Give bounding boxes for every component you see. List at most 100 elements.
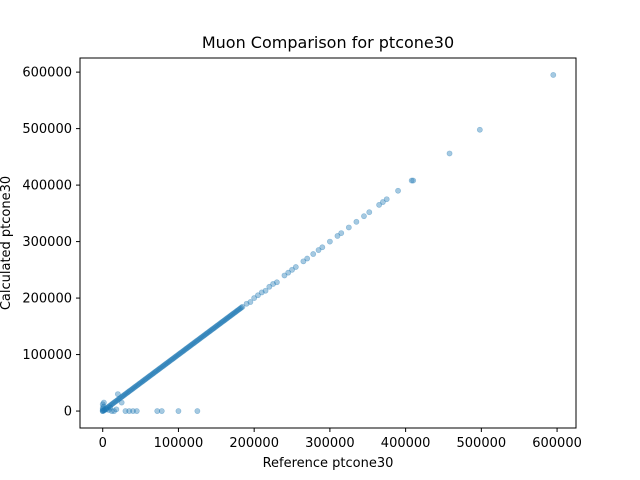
data-point — [107, 404, 114, 411]
data-point — [225, 314, 232, 320]
data-point — [281, 272, 288, 279]
data-point — [334, 233, 341, 239]
data-point — [227, 313, 233, 320]
data-point — [106, 403, 113, 409]
data-point — [204, 330, 211, 336]
data-point — [266, 283, 273, 290]
data-point — [233, 308, 240, 314]
data-point — [108, 401, 115, 408]
data-point — [158, 364, 165, 370]
plot-frame — [79, 57, 577, 429]
data-point — [173, 353, 180, 359]
x-tick-label: 600000 — [532, 436, 582, 451]
data-point — [99, 408, 106, 414]
data-point — [161, 362, 167, 369]
data-point — [238, 304, 245, 311]
data-point — [255, 292, 261, 299]
data-point — [164, 359, 171, 366]
data-point — [319, 244, 326, 251]
data-point — [155, 366, 162, 373]
data-point — [189, 341, 196, 348]
data-point — [154, 367, 161, 374]
data-point — [183, 345, 190, 352]
data-point — [133, 408, 140, 414]
y-tick-label: 0 — [64, 405, 72, 420]
data-point — [300, 258, 307, 265]
data-point — [209, 325, 216, 332]
y-axis: 0 100000 200000 300000 400000 500000 600000 — [22, 66, 80, 420]
data-point — [144, 375, 150, 381]
data-point — [140, 377, 147, 384]
data-point — [139, 378, 146, 385]
data-point — [361, 213, 367, 220]
data-point — [130, 408, 136, 414]
data-point — [379, 199, 386, 205]
data-point — [110, 400, 116, 407]
data-point — [99, 401, 106, 408]
data-point — [169, 356, 175, 363]
data-point — [127, 387, 133, 394]
data-point — [174, 352, 181, 359]
data-point — [132, 383, 139, 390]
data-point — [123, 390, 130, 397]
data-point — [120, 392, 127, 399]
data-point — [236, 306, 242, 313]
data-point — [446, 150, 453, 157]
data-point — [104, 404, 111, 411]
data-point — [206, 328, 213, 335]
data-point — [103, 406, 110, 413]
data-point — [153, 368, 159, 375]
data-point — [133, 382, 140, 389]
data-point — [175, 408, 182, 414]
x-axis-label: Reference ptcone30 — [263, 456, 394, 471]
data-point — [157, 364, 164, 371]
data-point — [135, 381, 141, 388]
data-point — [262, 287, 269, 294]
data-point — [147, 372, 154, 379]
data-point — [125, 388, 132, 395]
data-point — [141, 376, 148, 383]
data-point — [395, 187, 401, 194]
data-point — [117, 394, 124, 401]
y-tick-label: 500000 — [22, 122, 72, 137]
data-point — [212, 324, 219, 331]
data-point — [230, 310, 237, 317]
x-tick-label: 200000 — [229, 436, 279, 451]
y-tick-label: 200000 — [22, 292, 72, 307]
data-point — [197, 335, 204, 342]
data-point — [194, 408, 201, 414]
data-point — [108, 408, 115, 414]
data-point — [119, 393, 125, 400]
y-tick-label: 100000 — [22, 348, 72, 363]
data-point — [112, 398, 119, 405]
data-point — [219, 319, 225, 325]
data-point — [115, 396, 122, 403]
data-point — [136, 381, 142, 387]
data-point — [345, 224, 352, 231]
data-point — [167, 357, 174, 364]
data-point — [162, 361, 169, 368]
data-point — [208, 326, 215, 333]
data-point — [121, 392, 128, 398]
data-point — [224, 314, 231, 321]
data-point — [113, 406, 120, 413]
data-point — [160, 363, 166, 370]
data-point — [175, 351, 182, 358]
data-point — [103, 405, 110, 412]
data-point — [122, 408, 129, 414]
data-point — [383, 196, 390, 203]
x-tick-label: 400000 — [381, 436, 431, 451]
data-point — [99, 407, 106, 413]
data-point — [366, 209, 373, 216]
data-point — [285, 269, 292, 276]
data-point — [326, 238, 333, 245]
data-point — [142, 375, 149, 382]
data-point — [196, 336, 203, 342]
data-point — [170, 355, 177, 362]
data-point — [205, 329, 212, 336]
data-point — [152, 369, 158, 375]
data-point — [99, 405, 106, 412]
data-point — [190, 340, 197, 347]
chart-title: Muon Comparison for ptcone30 — [202, 33, 454, 52]
